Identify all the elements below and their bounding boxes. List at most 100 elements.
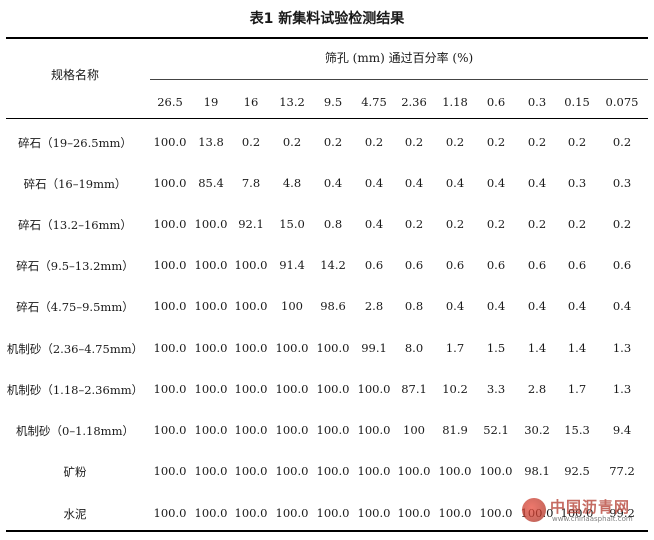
pass-rate-cell: 100.0 (153, 135, 187, 149)
pass-rate-cell: 81.9 (442, 423, 468, 437)
spec-name: 碎石（19–26.5mm） (18, 136, 132, 150)
pass-rate-cell: 100.0 (438, 506, 472, 520)
pass-rate-cell: 0.2 (364, 135, 384, 149)
pass-rate-cell: 100.0 (479, 506, 513, 520)
pass-rate-cell: 100.0 (397, 464, 431, 478)
pass-rate-cell: 100.0 (194, 464, 228, 478)
sieve-size-header: 9.5 (323, 95, 343, 109)
spec-name: 水泥 (63, 507, 87, 521)
pass-rate-cell: 0.2 (241, 135, 261, 149)
pass-rate-cell: 100.0 (357, 423, 391, 437)
pass-rate-cell: 0.2 (404, 135, 424, 149)
pass-rate-cell: 1.3 (612, 382, 632, 396)
pass-rate-cell: 30.2 (524, 423, 550, 437)
spec-name: 碎石（16–19mm） (23, 177, 127, 191)
sieve-size-header: 0.3 (527, 95, 547, 109)
pass-rate-cell: 0.4 (527, 299, 547, 313)
pass-rate-cell: 100 (403, 423, 425, 437)
pass-rate-cell: 3.3 (486, 382, 506, 396)
pass-rate-cell: 1.4 (527, 341, 547, 355)
pass-rate-cell: 0.4 (612, 299, 632, 313)
pass-rate-cell: 100.0 (275, 341, 309, 355)
pass-rate-cell: 15.3 (564, 423, 590, 437)
pass-rate-cell: 1.7 (567, 382, 587, 396)
watermark-text: 中国沥青网 (550, 498, 631, 516)
sieve-size-header: 16 (243, 95, 259, 109)
pass-rate-cell: 0.2 (527, 135, 547, 149)
pass-rate-cell: 15.0 (279, 217, 305, 231)
pass-rate-cell: 9.4 (612, 423, 632, 437)
pass-rate-cell: 0.6 (364, 258, 384, 272)
pass-rate-cell: 0.4 (364, 176, 384, 190)
pass-rate-cell: 100.0 (153, 382, 187, 396)
pass-rate-cell: 87.1 (401, 382, 427, 396)
table-title: 表1 新集料试验检测结果 (249, 11, 405, 27)
pass-rate-cell: 92.5 (564, 464, 590, 478)
pass-rate-cell: 100.0 (357, 464, 391, 478)
spec-name: 碎石（9.5–13.2mm） (16, 259, 134, 273)
pass-rate-cell: 0.2 (486, 217, 506, 231)
pass-rate-cell: 0.2 (486, 135, 506, 149)
pass-rate-cell: 100.0 (194, 506, 228, 520)
pass-rate-cell: 100.0 (479, 464, 513, 478)
pass-rate-cell: 100.0 (194, 258, 228, 272)
pass-rate-cell: 10.2 (442, 382, 468, 396)
spec-name: 机制砂（0–1.18mm） (16, 424, 134, 438)
pass-rate-cell: 100.0 (397, 506, 431, 520)
sieve-size-header: 0.6 (486, 95, 506, 109)
pass-rate-cell: 98.6 (320, 299, 346, 313)
pass-rate-cell: 100.0 (234, 382, 268, 396)
pass-rate-cell: 100.0 (234, 258, 268, 272)
pass-rate-cell: 0.6 (404, 258, 424, 272)
pass-rate-cell: 0.6 (527, 258, 547, 272)
pass-rate-cell: 100.0 (234, 464, 268, 478)
pass-rate-cell: 0.2 (323, 135, 343, 149)
pass-rate-cell: 0.4 (567, 299, 587, 313)
pass-rate-cell: 100.0 (316, 382, 350, 396)
pass-rate-cell: 100.0 (153, 176, 187, 190)
sieve-size-header: 26.5 (157, 95, 183, 109)
sieve-size-header: 0.075 (605, 95, 639, 109)
pass-rate-cell: 0.2 (567, 217, 587, 231)
pass-rate-cell: 0.2 (445, 135, 465, 149)
pass-rate-cell: 0.2 (282, 135, 302, 149)
pass-rate-cell: 0.4 (404, 176, 424, 190)
watermark: 中国沥青网 www.chinaasphalt.com (522, 494, 642, 526)
pass-rate-cell: 100.0 (234, 299, 268, 313)
sieve-group-header: 筛孔 (mm) 通过百分率 (%) (324, 51, 474, 65)
watermark-logo-icon (522, 498, 546, 522)
pass-rate-cell: 0.6 (567, 258, 587, 272)
pass-rate-cell: 0.4 (364, 217, 384, 231)
pass-rate-cell: 0.4 (486, 299, 506, 313)
pass-rate-cell: 100.0 (357, 506, 391, 520)
pass-rate-cell: 92.1 (238, 217, 264, 231)
sieve-size-header: 0.15 (564, 95, 590, 109)
pass-rate-cell: 0.4 (486, 176, 506, 190)
pass-rate-cell: 100.0 (153, 506, 187, 520)
header-rule (6, 118, 648, 119)
pass-rate-cell: 100.0 (275, 382, 309, 396)
pass-rate-cell: 0.3 (567, 176, 587, 190)
pass-rate-cell: 0.8 (323, 217, 343, 231)
pass-rate-cell: 99.1 (361, 341, 387, 355)
sieve-size-header: 4.75 (361, 95, 387, 109)
pass-rate-cell: 2.8 (364, 299, 384, 313)
pass-rate-cell: 100.0 (194, 217, 228, 231)
pass-rate-cell: 100.0 (560, 506, 594, 520)
pass-rate-cell: 1.7 (445, 341, 465, 355)
pass-rate-cell: 1.4 (567, 341, 587, 355)
bottom-rule (6, 530, 648, 532)
sieve-size-header: 2.36 (401, 95, 427, 109)
spec-name: 矿粉 (63, 465, 87, 479)
pass-rate-cell: 100.0 (234, 341, 268, 355)
pass-rate-cell: 100.0 (316, 423, 350, 437)
pass-rate-cell: 0.4 (323, 176, 343, 190)
spec-name: 碎石（13.2–16mm） (18, 218, 132, 232)
spec-name-header: 规格名称 (50, 68, 99, 82)
pass-rate-cell: 0.4 (445, 299, 465, 313)
pass-rate-cell: 8.0 (404, 341, 424, 355)
spec-name: 机制砂（2.36–4.75mm） (6, 342, 144, 356)
pass-rate-cell: 100.0 (438, 464, 472, 478)
pass-rate-cell: 0.2 (404, 217, 424, 231)
pass-rate-cell: 0.6 (445, 258, 465, 272)
